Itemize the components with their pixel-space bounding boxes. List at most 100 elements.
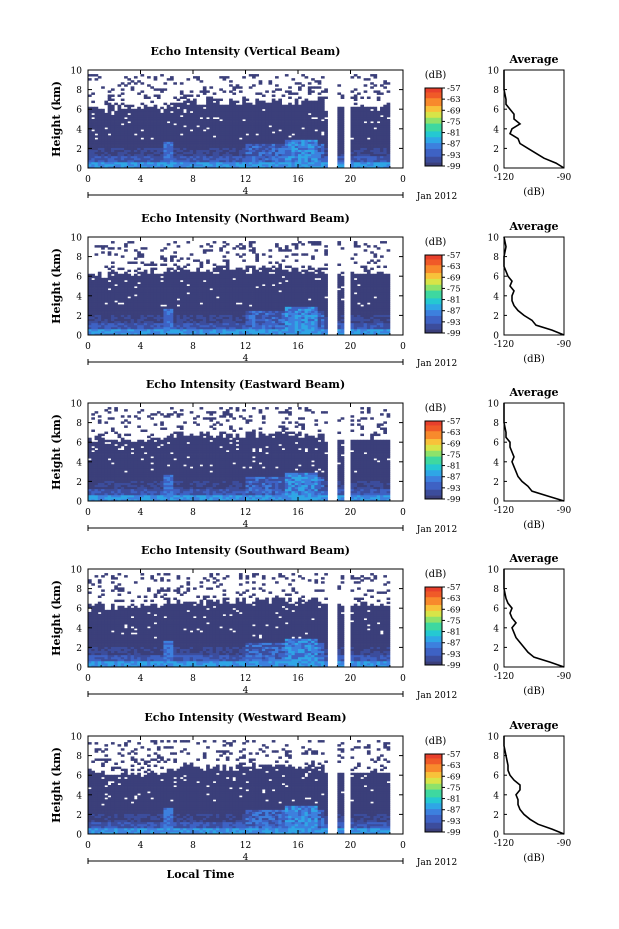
echo-cell xyxy=(366,155,371,159)
echo-cell xyxy=(206,135,210,138)
echo-cell xyxy=(235,129,240,132)
echo-cell xyxy=(258,290,263,293)
echo-cell xyxy=(150,267,155,271)
echo-cell xyxy=(291,123,296,126)
echo-cell xyxy=(107,141,112,144)
echo-cell xyxy=(373,147,378,151)
echo-cell xyxy=(107,116,112,120)
echo-cell xyxy=(337,123,342,126)
echo-cell xyxy=(88,296,92,299)
echo-cell xyxy=(143,123,148,126)
echo-cell xyxy=(160,314,164,318)
echo-cell xyxy=(248,74,253,77)
echo-cell xyxy=(173,125,177,128)
echo-cell xyxy=(235,279,240,283)
echo-cell xyxy=(153,161,158,165)
echo-cell xyxy=(150,108,155,112)
echo-cell xyxy=(199,283,204,287)
echo-cell xyxy=(91,273,95,277)
echo-cell xyxy=(166,328,171,332)
echo-cell xyxy=(222,123,227,126)
echo-cell xyxy=(255,320,260,324)
echo-cell xyxy=(130,137,135,140)
echo-cell xyxy=(307,108,312,112)
echo-cell xyxy=(94,161,99,165)
echo-cell xyxy=(357,163,361,167)
echo-cell xyxy=(107,94,112,97)
echo-cell xyxy=(186,131,191,134)
echo-cell xyxy=(137,253,141,256)
echo-cell xyxy=(281,326,286,330)
echo-cell xyxy=(209,86,214,89)
echo-cell xyxy=(219,153,223,157)
echo-cell xyxy=(294,112,299,116)
echo-cell xyxy=(271,110,276,114)
echo-cell xyxy=(225,314,230,318)
echo-cell xyxy=(94,294,99,297)
echo-cell xyxy=(258,143,263,146)
echo-cell xyxy=(235,318,240,322)
echo-cell xyxy=(147,306,151,309)
echo-cell xyxy=(202,310,207,313)
echo-cell xyxy=(242,316,246,320)
echo-cell xyxy=(307,139,312,142)
colorbar-segment xyxy=(425,89,442,93)
echo-cell xyxy=(245,320,250,324)
echo-cell xyxy=(337,143,342,146)
echo-cell xyxy=(366,141,371,144)
echo-cell xyxy=(291,131,296,134)
echo-cell xyxy=(199,80,204,83)
echo-cell xyxy=(130,314,135,318)
echo-cell xyxy=(222,119,227,122)
echo-cell xyxy=(225,137,230,140)
echo-cell xyxy=(153,76,158,79)
echo-cell xyxy=(88,324,92,328)
echo-cell xyxy=(186,163,191,167)
echo-cell xyxy=(206,322,210,326)
echo-cell xyxy=(238,277,243,281)
echo-cell xyxy=(278,121,282,124)
echo-cell xyxy=(143,112,148,116)
echo-cell xyxy=(261,318,266,322)
echo-cell xyxy=(170,275,174,279)
echo-cell xyxy=(350,157,355,161)
echo-cell xyxy=(340,149,345,153)
echo-cell xyxy=(357,119,361,122)
echo-cell xyxy=(275,281,279,285)
echo-cell xyxy=(238,123,243,126)
colorbar-segment xyxy=(425,113,442,116)
echo-cell xyxy=(97,163,102,167)
echo-cell xyxy=(278,125,282,128)
echo-cell xyxy=(235,296,240,299)
echo-cell xyxy=(215,157,220,161)
echo-cell xyxy=(258,80,263,83)
echo-cell xyxy=(163,155,168,159)
echo-cell xyxy=(137,149,141,153)
echo-cell xyxy=(248,273,253,277)
echo-cell xyxy=(242,147,246,151)
echo-cell xyxy=(189,318,194,322)
echo-cell xyxy=(278,114,282,118)
echo-cell xyxy=(202,290,207,293)
echo-cell xyxy=(268,137,273,140)
echo-cell xyxy=(143,131,148,134)
echo-cell xyxy=(357,137,361,140)
echo-cell xyxy=(215,125,220,128)
echo-cell xyxy=(314,151,319,155)
echo-cell xyxy=(307,114,312,118)
echo-cell xyxy=(170,310,174,313)
echo-cell xyxy=(281,137,286,140)
echo-cell xyxy=(271,112,276,116)
echo-cell xyxy=(186,135,191,138)
echo-cell xyxy=(88,74,92,77)
echo-cell xyxy=(258,271,263,275)
echo-cell xyxy=(215,145,220,148)
echo-cell xyxy=(278,163,282,167)
echo-cell xyxy=(202,123,207,126)
echo-cell xyxy=(275,102,279,106)
echo-cell xyxy=(199,271,204,275)
echo-cell xyxy=(248,139,253,142)
echo-cell xyxy=(133,308,138,311)
echo-cell xyxy=(101,153,105,157)
echo-cell xyxy=(366,163,371,167)
